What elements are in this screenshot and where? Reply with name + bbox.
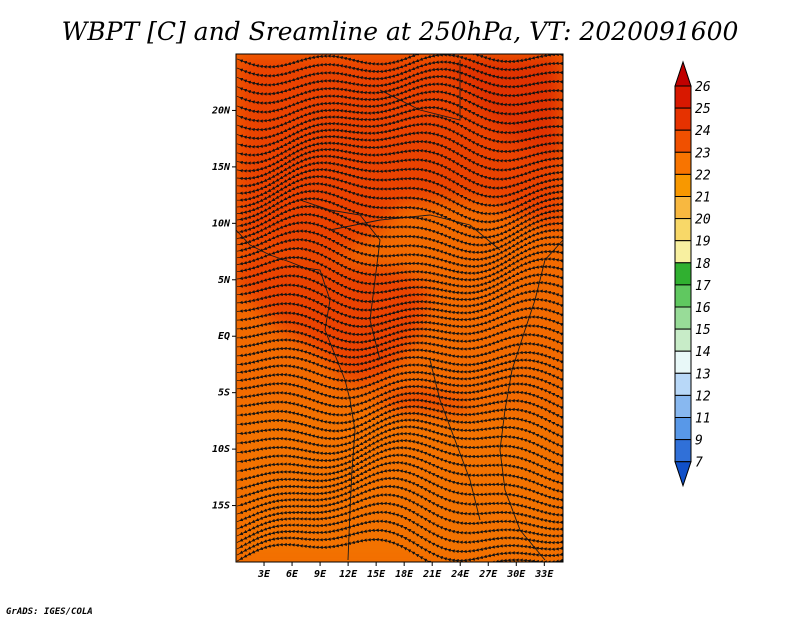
colorbar-segment [674,129,692,153]
colorbar-segment [674,218,692,242]
x-tick-label: 18E [395,569,414,580]
colorbar-segment [674,328,692,352]
colorbar-label: 14 [695,345,711,360]
y-tick-label: 15N [212,162,231,173]
colorbar-label: 26 [695,80,711,95]
y-tick-label: EQ [218,331,230,342]
colorbar-label: 13 [695,367,711,382]
colorbar-label: 23 [695,146,711,161]
colorbar-label: 20 [695,213,711,228]
colorbar-segment [674,394,692,418]
colorbar-label: 15 [695,323,711,338]
x-tick-label: 24E [450,569,470,580]
colorbar-segment [674,196,692,220]
colorbar-over-triangle [674,60,692,87]
y-tick-label: 5N [218,275,231,286]
y-tick-label: 20N [211,105,231,116]
colorbar-label: 11 [695,412,711,427]
colorbar-label: 7 [695,456,703,471]
colorbar: 26 25 24 23 22 21 20 19 18 17 16 15 14 13 12 11 9 7 [674,60,711,488]
x-tick-label: 9E [314,569,327,580]
y-tick-label: 15S [212,501,230,512]
colorbar-segment [674,151,692,175]
colorbar-segment [674,173,692,197]
colorbar-under-triangle [674,461,692,488]
y-tick-label: 10N [212,218,231,229]
map-panel [236,54,563,562]
colorbar-label: 21 [695,191,711,206]
colorbar-segment [674,306,692,330]
colorbar-label: 18 [695,257,711,272]
colorbar-segment [674,85,692,109]
y-tick-label: 10S [212,444,230,455]
colorbar-label: 19 [695,235,711,250]
colorbar-segment [674,439,692,463]
chart-title: WBPT [C] and Sreamline at 250hPa, VT: 20… [62,17,739,46]
colorbar-segment [674,107,692,131]
x-tick-label: 12E [339,569,358,580]
streamline [236,537,563,562]
colorbar-segment [674,372,692,396]
colorbar-label: 17 [695,279,711,294]
streamlines-overlay [236,54,563,562]
colorbar-label: 9 [695,434,703,449]
x-tick-label: 3E [257,569,271,580]
colorbar-label: 16 [695,301,711,316]
x-tick-label: 33E [534,569,554,580]
x-tick-label: 21E [422,569,442,580]
colorbar-label: 24 [695,124,711,139]
colorbar-segment [674,350,692,374]
x-tick-label: 30E [506,569,526,580]
colorbar-label: 22 [695,168,711,183]
x-tick-label: 15E [367,569,386,580]
colorbar-label: 12 [695,389,711,404]
colorbar-segment [674,240,692,264]
colorbar-segment [674,284,692,308]
colorbar-label: 25 [695,102,711,117]
credit-label: GrADS: IGES/COLA [6,607,93,617]
colorbar-segment [674,417,692,441]
colorbar-segment [674,262,692,286]
map-frame [235,53,564,563]
x-tick-label: 6E [286,569,299,580]
axes: 3E 6E 9E 12E 15E 18E 21E 24E 27E 30E 33E 20N 15N 10N 5… [211,105,554,580]
y-tick-label: 5S [218,388,230,399]
x-tick-label: 27E [478,569,498,580]
